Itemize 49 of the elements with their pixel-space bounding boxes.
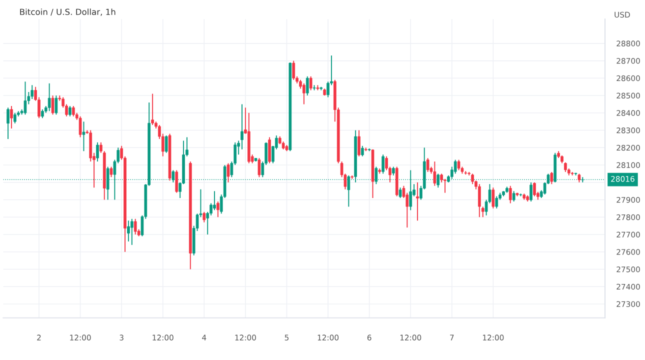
candlestick [268,136,271,164]
candlestick [14,112,16,124]
candlestick [533,182,536,197]
candlestick [302,82,306,105]
candlestick [495,196,498,209]
candlestick [416,182,419,222]
candlestick [72,105,75,117]
candlestick [512,190,516,202]
candlestick [292,60,296,80]
candlestick [309,76,312,91]
candlestick [6,107,10,140]
candlestick [361,145,364,157]
candlestick [51,95,54,116]
candlestick [151,93,154,126]
candlestick [175,170,178,194]
candlestick [530,182,532,202]
candlestick [426,158,430,172]
candlestick [457,159,460,171]
candlestick [492,187,495,209]
candlestick [213,190,216,211]
candlestick [48,82,51,112]
candlestick [478,184,481,218]
candlestick [258,158,261,178]
candlestick [358,130,360,157]
candlestick [164,134,168,154]
candlestick [202,211,206,223]
chart-title: Bitcoin / U.S. Dollar, 1h [20,8,116,16]
candlestick [226,162,230,183]
candlestick [78,116,82,138]
candlestick [433,161,436,186]
candlestick [134,218,137,235]
candlestick [306,76,309,96]
candlestick [550,171,554,185]
candlestick [68,105,72,117]
candlestick [130,218,134,246]
candlestick [240,104,244,150]
candlestick [436,173,440,188]
candlestick [216,201,220,218]
candlestick [54,95,58,116]
candlestick [96,142,99,162]
candlestick [508,185,512,204]
candlestick [82,121,86,152]
candlestick [398,187,402,198]
candlestick [312,84,316,91]
candlestick [127,220,130,242]
candlestick [110,166,113,178]
candlestick [24,81,27,116]
candlestick [10,105,13,130]
candlestick [382,154,384,174]
